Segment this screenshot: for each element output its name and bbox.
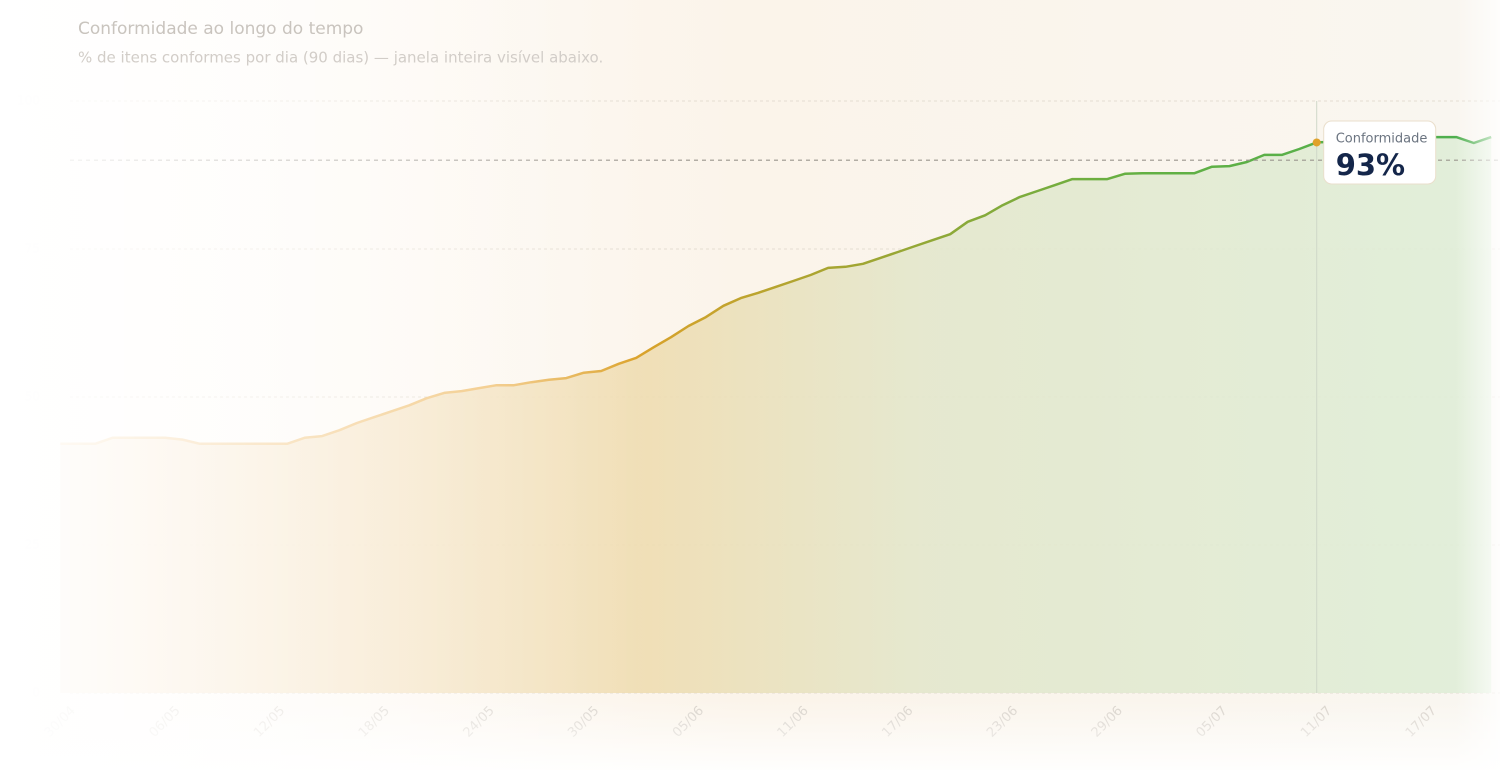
fade-left — [0, 0, 650, 770]
chart-title: Conformidade ao longo do tempo — [78, 19, 363, 39]
tooltip-value: 93% — [1336, 148, 1405, 182]
tooltip-label: Conformidade — [1336, 132, 1428, 147]
tooltip-box — [1323, 120, 1437, 185]
hover-dot — [1312, 138, 1321, 147]
fade-right — [1455, 0, 1500, 770]
fade-bottom — [0, 700, 1500, 770]
chart-subtitle: % de itens conformes por dia (90 dias) —… — [78, 49, 603, 67]
